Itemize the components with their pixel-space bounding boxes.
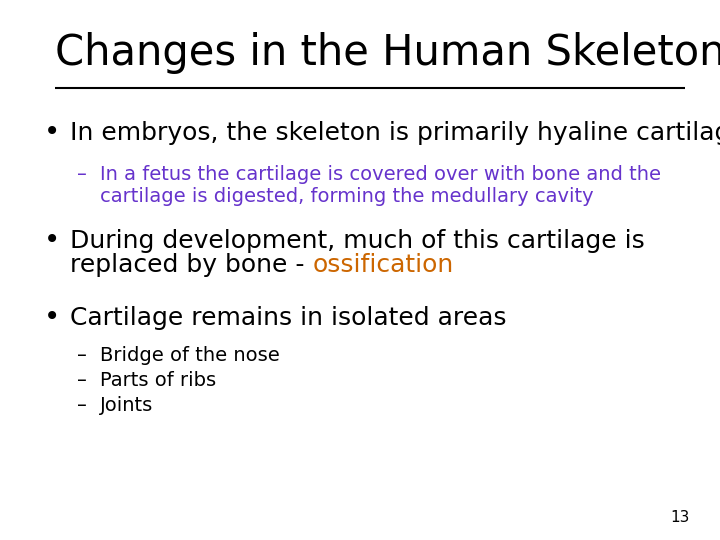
Text: ossification: ossification [312, 253, 454, 277]
Text: –: – [77, 396, 87, 415]
Text: Joints: Joints [100, 396, 153, 415]
Text: Bridge of the nose: Bridge of the nose [100, 346, 280, 365]
Text: Cartilage remains in isolated areas: Cartilage remains in isolated areas [70, 306, 506, 330]
Text: •: • [44, 226, 60, 254]
Text: During development, much of this cartilage is: During development, much of this cartila… [70, 229, 644, 253]
Text: •: • [44, 303, 60, 331]
Text: In a fetus the cartilage is covered over with bone and the: In a fetus the cartilage is covered over… [100, 165, 661, 184]
Text: In embryos, the skeleton is primarily hyaline cartilage: In embryos, the skeleton is primarily hy… [70, 121, 720, 145]
Text: –: – [77, 371, 87, 390]
Text: 13: 13 [670, 510, 690, 525]
Text: Parts of ribs: Parts of ribs [100, 371, 216, 390]
Text: •: • [44, 118, 60, 146]
Text: –: – [77, 346, 87, 365]
Text: –: – [77, 165, 87, 184]
Text: replaced by bone -: replaced by bone - [70, 253, 312, 277]
Text: Changes in the Human Skeleton: Changes in the Human Skeleton [55, 32, 720, 74]
Text: cartilage is digested, forming the medullary cavity: cartilage is digested, forming the medul… [100, 187, 593, 206]
